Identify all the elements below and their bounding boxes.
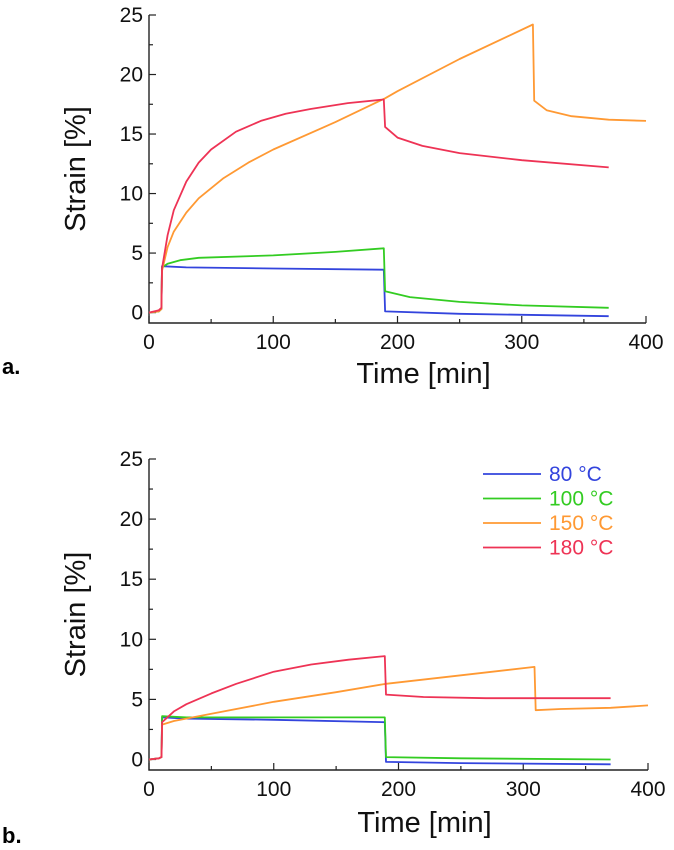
x-tick-label: 200 <box>380 331 415 354</box>
series-line-180c <box>148 98 609 314</box>
series-line-80c <box>148 265 609 318</box>
x-tick-label: 400 <box>630 778 665 801</box>
panel-b: 0 5 10 15 20 25 0 100 200 300 400 Strain [%] Time [m… <box>2 448 666 848</box>
x-tick-label: 400 <box>628 331 663 354</box>
x-axis-title: Time [min] <box>357 807 491 839</box>
x-axis-title: Time [min] <box>356 358 490 390</box>
series-line-100c <box>148 247 609 314</box>
y-tick-label: 25 <box>120 4 143 27</box>
y-tick-label: 15 <box>120 568 143 591</box>
series-line-150c <box>148 23 647 314</box>
x-tick-label: 0 <box>143 331 155 354</box>
series-line-80c <box>148 716 611 766</box>
y-tick-label: 5 <box>131 242 143 265</box>
x-tick-label: 300 <box>506 778 541 801</box>
x-tick-label: 100 <box>256 331 291 354</box>
legend-label-150c: 150 °C <box>549 512 613 535</box>
y-tick-label: 20 <box>120 508 143 531</box>
axes <box>148 15 646 324</box>
y-tick-label: 10 <box>120 628 143 651</box>
y-tick-label: 25 <box>120 448 143 471</box>
panel-label: b. <box>2 823 22 848</box>
y-tick-label: 5 <box>131 688 143 711</box>
y-tick-label: 0 <box>131 302 143 325</box>
series-line-180c <box>148 655 611 761</box>
series-line-150c <box>148 666 649 761</box>
legend-label-180c: 180 °C <box>549 537 613 560</box>
y-tick-label: 15 <box>120 123 143 146</box>
panel-label: a. <box>2 354 20 379</box>
legend-label-80c: 80 °C <box>549 463 602 486</box>
x-tick-label: 200 <box>381 778 416 801</box>
x-tick-label: 100 <box>256 778 291 801</box>
panel-a: 0 5 10 15 20 25 0 100 200 300 400 Strain [%] Time [m… <box>2 4 664 390</box>
legend-label-100c: 100 °C <box>549 488 613 511</box>
y-axis-title: Strain [%] <box>60 552 92 678</box>
y-tick-label: 0 <box>131 748 143 771</box>
x-tick-label: 300 <box>504 331 539 354</box>
x-tick-label: 0 <box>143 778 155 801</box>
y-tick-label: 10 <box>120 183 143 206</box>
y-tick-label: 20 <box>120 64 143 87</box>
y-axis-title: Strain [%] <box>60 106 92 232</box>
